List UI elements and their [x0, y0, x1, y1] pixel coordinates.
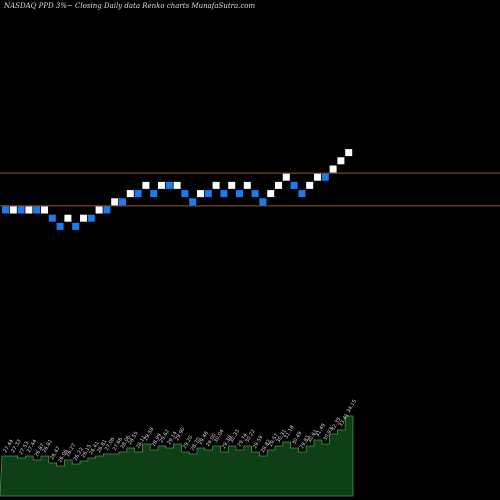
- renko-brick: [220, 190, 228, 198]
- renko-brick: [306, 181, 314, 189]
- renko-brick: [314, 173, 321, 181]
- renko-brick: [329, 165, 337, 173]
- renko-brick: [212, 181, 220, 189]
- renko-brick: [282, 173, 290, 181]
- renko-brick: [228, 181, 236, 189]
- renko-brick: [173, 181, 181, 189]
- renko-brick: [298, 190, 306, 198]
- renko-brick: [33, 206, 41, 214]
- renko-brick: [345, 149, 353, 157]
- renko-brick: [64, 214, 72, 222]
- price-label: 29.90: [174, 427, 186, 442]
- renko-brick: [181, 190, 189, 198]
- renko-brick: [275, 181, 282, 189]
- renko-brick: [48, 214, 56, 222]
- renko-brick: [150, 190, 158, 198]
- renko-brick: [165, 181, 173, 189]
- renko-brick: [111, 198, 119, 206]
- renko-brick: [25, 206, 33, 214]
- renko-brick: [80, 214, 87, 222]
- volume-area: [0, 415, 354, 497]
- renko-brick: [158, 181, 165, 189]
- renko-brick: [267, 190, 275, 198]
- renko-brick: [189, 198, 197, 206]
- renko-brick: [321, 173, 329, 181]
- renko-brick: [251, 190, 259, 198]
- renko-brick: [204, 190, 212, 198]
- renko-brick: [290, 181, 298, 189]
- renko-brick: [197, 190, 204, 198]
- renko-brick: [119, 198, 126, 206]
- renko-brick: [134, 190, 142, 198]
- renko-brick: [259, 198, 267, 206]
- renko-brick: [72, 222, 80, 230]
- renko-brick: [142, 181, 150, 189]
- renko-brick: [95, 206, 103, 214]
- renko-brick: [126, 190, 134, 198]
- chart-title: NASDAQ PPD 3%~ Closing Daily data Renko …: [4, 2, 256, 10]
- renko-brick: [243, 181, 251, 189]
- renko-brick: [2, 206, 9, 214]
- renko-brick: [17, 206, 25, 214]
- renko-brick: [87, 214, 95, 222]
- renko-brick: [9, 206, 17, 214]
- price-label: 34.15: [346, 399, 358, 414]
- renko-brick: [236, 190, 243, 198]
- renko-brick: [337, 157, 345, 165]
- renko-brick: [56, 222, 64, 230]
- renko-brick: [41, 206, 48, 214]
- renko-brick: [103, 206, 111, 214]
